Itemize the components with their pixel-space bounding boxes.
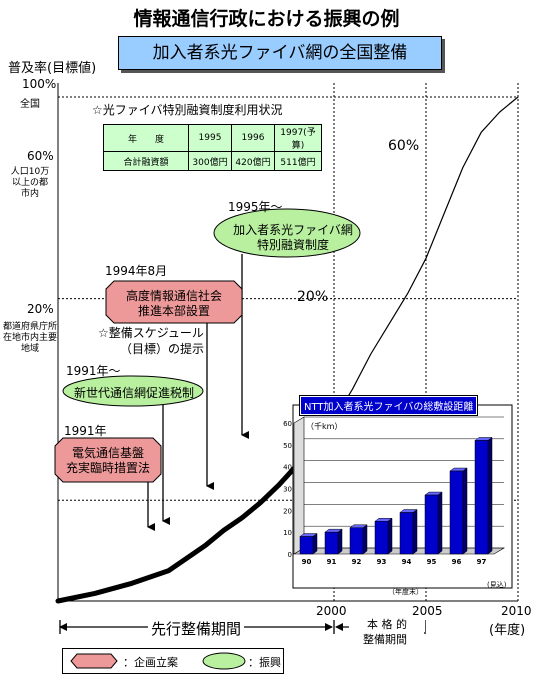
y-axis-title: 普及率(目標値) bbox=[8, 61, 97, 76]
period-full-line1: 本 格 的 bbox=[349, 616, 425, 632]
inset-bar bbox=[424, 494, 439, 555]
inset-y-tick: 30 bbox=[283, 486, 292, 494]
annotation-60: 60% bbox=[388, 138, 420, 154]
callout-1991-shape bbox=[54, 437, 162, 483]
y-note-prefectures: 都道府県庁所在地市内主要地域 bbox=[2, 322, 57, 354]
callout-1994-line2: 推進本部設置 bbox=[137, 304, 210, 318]
callout-1991b-date: 1991年〜 bbox=[66, 364, 121, 378]
x-tick-2000: 2000 bbox=[316, 604, 347, 618]
inset-note: (見込) bbox=[487, 581, 507, 589]
table-row: 合計融資額 300億円 420億円 511億円 bbox=[103, 151, 322, 171]
subtitle-box: 加入者系光ファイバ網の全国整備 bbox=[118, 36, 442, 70]
inset-y-tick: 40 bbox=[283, 464, 292, 472]
inset-bar bbox=[349, 527, 364, 555]
x-axis-unit: (年度) bbox=[489, 623, 526, 638]
schedule-note-line2: （目標）の提示 bbox=[120, 342, 205, 356]
inset-x-tick: 97 bbox=[477, 558, 487, 566]
callout-1995-shape bbox=[213, 208, 361, 258]
inset-y-unit: （千km） bbox=[306, 422, 343, 431]
legend-promotion-label: ：振興 bbox=[248, 656, 281, 669]
callout-1991b-shape bbox=[62, 375, 204, 407]
y-tick-100: 100% bbox=[22, 77, 57, 91]
subsidy-title: ☆光ファイバ特別融資制度利用状況 bbox=[92, 103, 283, 117]
period-advance-label: 先行整備期間 bbox=[148, 618, 245, 639]
callout-1995-line2: 特別融資制度 bbox=[256, 238, 329, 252]
legend-box: ：企画立案 ：振興 bbox=[62, 648, 284, 674]
inset-title: NTT加入者系光ファイバの総敷設距離 bbox=[298, 395, 479, 416]
inset-bar bbox=[474, 440, 489, 555]
inset-x-tick: 93 bbox=[377, 558, 387, 566]
legend-swatches bbox=[70, 652, 246, 670]
inset-bar-side bbox=[462, 467, 468, 555]
inset-x-tick: 94 bbox=[402, 558, 412, 566]
inset-y-tick: 10 bbox=[283, 529, 292, 537]
table-cell: 511億円 bbox=[274, 151, 322, 171]
callout-1991-line1: 電気通信基盤 bbox=[71, 446, 144, 460]
inset-bar-side bbox=[312, 533, 318, 555]
inset-y-tick: 60 bbox=[283, 420, 292, 428]
inset-bar-side bbox=[337, 528, 343, 555]
inset-bar-side bbox=[437, 491, 443, 555]
inset-sidewall bbox=[293, 416, 305, 555]
y-note-national: 全国 bbox=[20, 99, 40, 110]
inset-x-tick: 96 bbox=[452, 558, 462, 566]
table-header-cell: 1995 bbox=[188, 124, 232, 152]
inset-bar-side bbox=[487, 436, 493, 555]
main-title: 情報通信行政における振興の例 bbox=[133, 8, 400, 30]
table-cell: 300億円 bbox=[188, 151, 232, 171]
callout-1991-date: 1991年 bbox=[64, 424, 107, 438]
schedule-note-line1: ☆整備スケジュール bbox=[98, 326, 204, 340]
inset-x-tick: 95 bbox=[427, 558, 437, 566]
callout-1994-date: 1994年8月 bbox=[105, 264, 168, 278]
callout-1991-line2: 充実臨時措置法 bbox=[65, 461, 150, 475]
period-full-line2: 整備期間 bbox=[363, 633, 407, 646]
table-cell: 420億円 bbox=[231, 151, 275, 171]
inset-y-tick: 50 bbox=[283, 442, 292, 450]
inset-bar bbox=[449, 470, 464, 555]
legend-plan-label: ：企画立案 bbox=[123, 656, 178, 669]
callout-1991b-text: 新世代通信網促進税制 bbox=[73, 386, 194, 400]
y-tick-20: 20% bbox=[27, 302, 54, 316]
inset-bar-side bbox=[412, 509, 418, 555]
x-tick-2010: 2010 bbox=[501, 604, 532, 618]
target-line bbox=[333, 96, 519, 421]
x-tick-2005: 2005 bbox=[412, 604, 443, 618]
inset-x-tick: 92 bbox=[352, 558, 362, 566]
inset-bar-side bbox=[387, 517, 393, 555]
inset-bar-side bbox=[362, 524, 368, 555]
y-tick-60: 60% bbox=[27, 149, 54, 163]
legend-promotion-swatch bbox=[202, 652, 246, 670]
inset-x-unit: （年度末） bbox=[388, 588, 423, 596]
table-cell: 合計融資額 bbox=[103, 151, 189, 171]
subsidy-table: 年 度 1995 1996 1997(予算) 合計融資額 300億円 420億円… bbox=[103, 124, 322, 171]
callout-1994-shape bbox=[105, 280, 243, 324]
callout-1994-line1: 高度情報通信社会 bbox=[125, 289, 222, 303]
callout-1995-line1: 加入者系光ファイバ網 bbox=[233, 223, 353, 237]
table-header-cell: 年 度 bbox=[103, 124, 189, 152]
inset-bar bbox=[399, 512, 414, 555]
inset-x-tick: 90 bbox=[302, 558, 312, 566]
legend-plan-swatch bbox=[70, 653, 118, 669]
table-row: 年 度 1995 1996 1997(予算) bbox=[103, 124, 322, 152]
table-header-cell: 1997(予算) bbox=[274, 124, 322, 152]
inset-bar bbox=[299, 536, 314, 555]
inset-bar bbox=[324, 531, 339, 555]
table-header-cell: 1996 bbox=[231, 124, 275, 152]
annotation-20: 20% bbox=[297, 289, 329, 305]
inset-y-tick: 20 bbox=[283, 507, 292, 515]
y-note-cities: 人口10万以上の都市内 bbox=[10, 167, 50, 199]
inset-bar bbox=[374, 521, 389, 555]
inset-x-tick: 91 bbox=[327, 558, 337, 566]
callout-1995-date: 1995年〜 bbox=[228, 200, 283, 214]
inset-y-tick: 0 bbox=[288, 551, 292, 559]
